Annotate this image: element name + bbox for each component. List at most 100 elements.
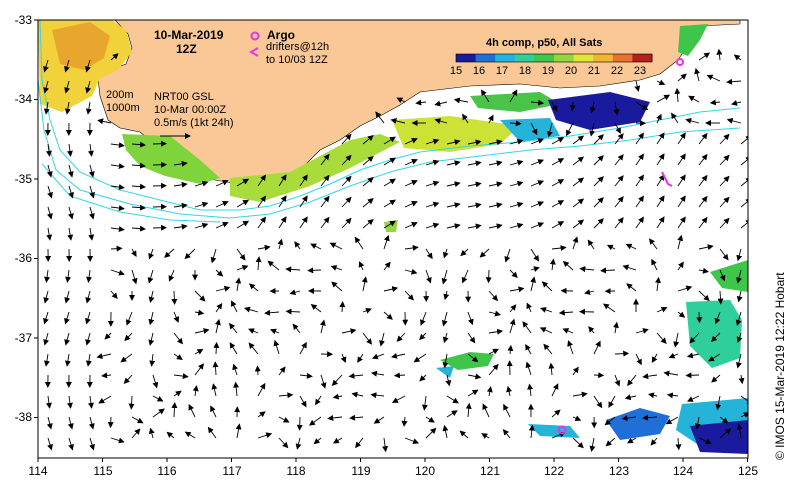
x-tick-label: 114	[28, 464, 48, 478]
colorbar-segment	[475, 54, 496, 62]
current-vector	[168, 269, 175, 282]
current-vector	[393, 372, 406, 379]
current-vector	[673, 332, 680, 348]
current-vector	[635, 153, 644, 166]
current-vector	[45, 143, 52, 157]
current-vector	[131, 141, 146, 148]
current-vector	[467, 353, 479, 363]
current-vector	[110, 205, 125, 212]
current-vector	[604, 416, 616, 426]
current-vector	[278, 366, 286, 376]
current-vector	[120, 353, 133, 363]
current-vector	[404, 200, 418, 208]
argo-float-marker[interactable]	[557, 425, 567, 435]
current-vector	[708, 353, 721, 362]
current-vector	[572, 366, 579, 376]
current-vector	[419, 374, 427, 382]
imos-credit: © IMOS 15-Mar-2019 12:22 Hobart	[773, 272, 787, 460]
current-vector	[593, 134, 604, 145]
current-vector	[613, 101, 620, 116]
current-vector	[110, 269, 125, 276]
current-vector	[64, 101, 71, 115]
current-vector	[166, 431, 175, 439]
current-vector	[188, 404, 196, 418]
current-vector	[362, 135, 374, 145]
current-vector	[339, 301, 346, 313]
colorbar-segment	[514, 54, 535, 62]
current-vector	[349, 414, 364, 421]
current-vector	[526, 302, 532, 313]
current-vector	[341, 217, 352, 229]
current-vector	[320, 374, 327, 389]
sst-mid-2	[436, 366, 454, 378]
current-vector	[425, 269, 432, 284]
current-vector	[173, 390, 182, 397]
drifter-legend-icon	[248, 47, 259, 57]
current-vector	[488, 139, 503, 146]
current-vector	[289, 289, 301, 296]
colorbar-tick: 15	[449, 65, 463, 77]
current-vector	[358, 261, 365, 271]
current-vector	[694, 67, 701, 82]
current-vector	[131, 416, 144, 424]
drifter-track[interactable]	[661, 171, 673, 187]
current-vector	[255, 256, 262, 271]
current-vector	[354, 236, 364, 250]
current-vector	[248, 283, 259, 292]
x-tick-label: 125	[737, 464, 759, 478]
current-vector	[593, 155, 604, 166]
current-vector	[726, 117, 742, 124]
current-vector	[602, 303, 616, 313]
current-vector	[530, 266, 540, 272]
current-vector	[650, 437, 658, 446]
current-vector	[341, 328, 357, 335]
current-vector	[612, 321, 619, 334]
current-vector	[257, 195, 266, 208]
current-vector	[66, 395, 73, 409]
current-vector	[110, 184, 125, 191]
current-vector	[383, 157, 396, 166]
current-vector	[294, 241, 301, 250]
current-vector	[549, 258, 556, 271]
current-vector	[310, 243, 322, 250]
current-vector	[572, 198, 585, 208]
current-vector	[425, 201, 440, 208]
current-vector	[488, 181, 503, 188]
current-vector	[87, 143, 94, 157]
argo-float-marker[interactable]	[676, 58, 684, 66]
current-vector	[614, 374, 621, 387]
current-vector	[404, 221, 418, 229]
current-vector	[642, 414, 658, 421]
current-vector	[530, 276, 536, 292]
current-vector	[383, 261, 391, 271]
current-vector	[47, 437, 53, 451]
sst-se-4	[528, 424, 580, 438]
current-vector	[736, 290, 743, 303]
current-vector	[45, 395, 52, 409]
colorbar-tick: 22	[610, 65, 624, 77]
current-vector	[89, 185, 95, 199]
sst-se-3	[690, 420, 748, 454]
current-vector	[551, 101, 558, 112]
current-vector	[622, 264, 637, 271]
current-vector	[215, 221, 229, 229]
colorbar-tick: 18	[518, 65, 532, 77]
current-vector	[677, 153, 686, 166]
current-vector	[351, 391, 364, 398]
current-vector	[593, 340, 601, 355]
current-vector	[88, 206, 95, 220]
current-vector	[635, 195, 644, 208]
current-vector	[254, 365, 261, 376]
current-vector	[425, 416, 435, 423]
current-vector	[383, 220, 396, 229]
current-vector	[236, 178, 250, 187]
current-vector	[677, 174, 686, 187]
current-vector	[719, 196, 730, 208]
current-vector	[357, 353, 364, 363]
sst-east-strip	[678, 24, 708, 56]
current-vector	[371, 353, 385, 360]
current-vector	[509, 286, 525, 293]
current-vector	[244, 306, 259, 313]
current-vector	[235, 423, 242, 439]
